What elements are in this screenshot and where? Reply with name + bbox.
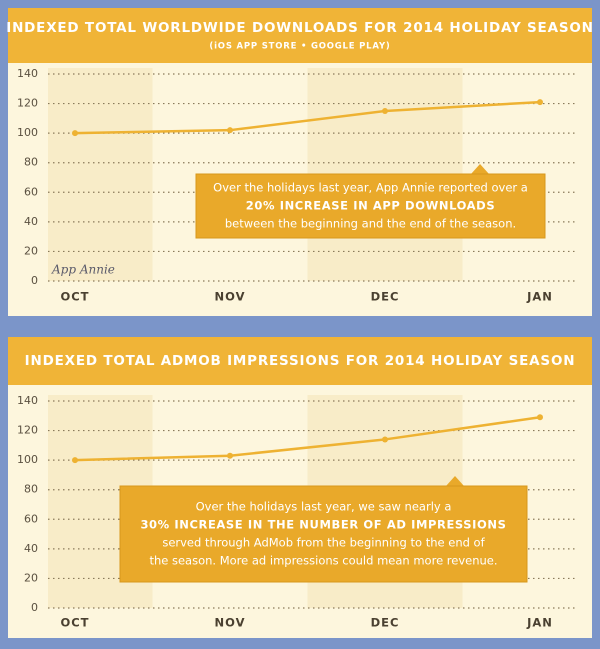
data-point — [227, 127, 233, 134]
data-line — [74, 100, 541, 135]
y-tick-label: 0 — [31, 601, 38, 614]
y-tick-label: 120 — [17, 424, 38, 437]
chart-title: INDEXED TOTAL WORLDWIDE DOWNLOADS FOR 20… — [6, 20, 593, 36]
chart-title: INDEXED TOTAL ADMOB IMPRESSIONS FOR 2014… — [25, 353, 576, 369]
y-tick-label: 60 — [24, 185, 38, 198]
x-tick-label: OCT — [60, 616, 89, 630]
data-point — [72, 130, 78, 137]
title-banner — [8, 337, 592, 385]
callout-text: Over the holidays last year, we saw near… — [196, 500, 452, 514]
x-tick-label: JAN — [526, 290, 553, 304]
callout-notch — [446, 476, 464, 486]
y-tick-label: 100 — [17, 126, 38, 139]
y-tick-label: 20 — [24, 244, 38, 257]
x-tick-label: JAN — [526, 616, 553, 630]
data-line — [74, 416, 541, 462]
data-point — [382, 436, 388, 443]
data-point — [72, 457, 78, 464]
callout-box — [195, 173, 546, 239]
y-tick-label: 40 — [24, 215, 38, 228]
y-tick-label: 80 — [24, 156, 38, 169]
y-tick-label: 80 — [24, 483, 38, 496]
x-tick-label: DEC — [371, 290, 400, 304]
callout-notch — [471, 164, 489, 174]
data-point — [382, 107, 388, 114]
callout-text: 30% INCREASE IN THE NUMBER OF AD IMPRESS… — [140, 518, 506, 532]
x-tick-label: NOV — [215, 290, 246, 304]
callout-text: the season. More ad impressions could me… — [149, 554, 497, 568]
y-tick-label: 140 — [17, 394, 38, 407]
callout-text: 20% INCREASE IN APP DOWNLOADS — [246, 199, 495, 213]
column-band — [48, 68, 153, 281]
chart-subtitle: (iOS APP STORE • GOOGLE PLAY) — [209, 42, 390, 52]
watermark: App Annie — [51, 263, 115, 277]
x-tick-label: DEC — [371, 616, 400, 630]
callout-text: served through AdMob from the beginning … — [162, 536, 485, 550]
y-tick-label: 40 — [24, 542, 38, 555]
callout-text: between the beginning and the end of the… — [225, 217, 516, 231]
y-tick-label: 120 — [17, 97, 38, 110]
data-point — [537, 99, 543, 106]
title-banner — [8, 8, 592, 63]
data-point — [537, 414, 543, 421]
y-tick-label: 0 — [31, 274, 38, 287]
callout-box — [119, 485, 528, 583]
x-tick-label: NOV — [215, 616, 246, 630]
callout-text: Over the holidays last year, App Annie r… — [213, 181, 528, 195]
y-tick-label: 20 — [24, 571, 38, 584]
data-point — [227, 452, 233, 459]
y-tick-label: 60 — [24, 512, 38, 525]
y-tick-label: 100 — [17, 453, 38, 466]
x-tick-label: OCT — [60, 290, 89, 304]
y-tick-label: 140 — [17, 67, 38, 80]
